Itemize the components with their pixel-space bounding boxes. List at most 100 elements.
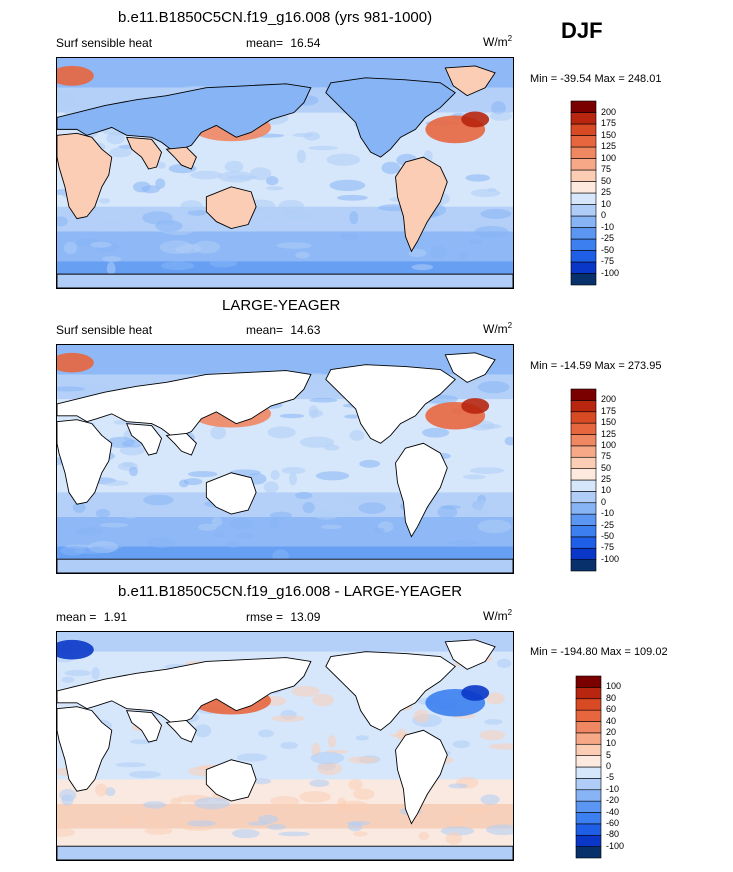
continent-outline <box>57 419 113 505</box>
field-band <box>57 632 513 652</box>
field-blob <box>100 480 129 486</box>
continent-outline <box>57 132 113 220</box>
field-blob <box>312 693 334 707</box>
continent-outline <box>395 729 448 825</box>
field-blob <box>143 801 166 809</box>
field-blob <box>128 466 138 477</box>
colorbar-tick-label: 75 <box>601 451 612 462</box>
field-blob <box>489 111 513 121</box>
field-blob <box>155 178 166 189</box>
field-blob <box>308 145 339 151</box>
panel1-units: W/m2 <box>483 34 513 49</box>
field-blob <box>119 445 145 456</box>
field-blob <box>157 161 166 169</box>
colorbar-tick-label: -25 <box>601 233 615 243</box>
colorbar-tick-label: 0 <box>601 210 607 220</box>
colorbar-tick-label: -50 <box>601 530 615 541</box>
field-blob <box>317 762 343 776</box>
field-blob <box>463 806 491 814</box>
field-hotspot <box>461 398 490 414</box>
colorbar-tick-label: 10 <box>606 738 617 749</box>
antarctic-field <box>57 273 513 288</box>
colorbar-tick-label: 0 <box>606 761 612 771</box>
field-blob <box>218 171 254 183</box>
field-blob <box>353 788 375 800</box>
field-blob <box>408 248 427 258</box>
continent-outline <box>125 423 163 456</box>
field-blob <box>95 508 111 518</box>
continent-outline <box>57 706 113 792</box>
field-blob <box>115 762 147 768</box>
field-blob <box>479 730 505 741</box>
field-blob <box>477 519 512 534</box>
field-blob <box>61 794 74 806</box>
field-blob <box>261 214 278 221</box>
panel2-mean-label: mean= <box>246 323 284 337</box>
field-blob <box>72 502 86 513</box>
field-band <box>57 345 513 375</box>
colorbar-box <box>570 468 597 481</box>
field-blob <box>340 233 359 241</box>
field-blob <box>373 527 385 534</box>
panel1-map <box>56 57 514 289</box>
field-blob <box>448 783 468 789</box>
field-blob <box>106 261 116 276</box>
field-blob <box>109 147 132 158</box>
colorbar-box <box>570 400 597 413</box>
colorbar-box <box>575 732 602 745</box>
field-blob <box>267 426 296 439</box>
field-blob <box>229 518 253 530</box>
colorbar-box <box>570 181 597 194</box>
field-blob <box>299 791 331 803</box>
panel1-minmax: Min = -39.54 Max = 248.01 <box>530 73 662 85</box>
field-blob <box>486 824 513 836</box>
field-blob <box>278 199 305 213</box>
field-blob <box>62 101 83 108</box>
field-blob <box>292 133 314 138</box>
colorbar-tick-label: 125 <box>601 141 617 151</box>
field-blob <box>61 676 75 683</box>
field-band <box>57 261 513 275</box>
colorbar-tick-label: 150 <box>601 417 617 428</box>
field-band <box>57 516 513 547</box>
colorbar-box <box>570 388 597 401</box>
field-hotspot <box>461 111 490 128</box>
colorbar-tick-label: 150 <box>601 129 617 140</box>
colorbar-tick-label: -100 <box>601 553 620 564</box>
colorbar-box <box>570 112 597 125</box>
field-blob <box>236 753 268 762</box>
field-blob <box>381 161 401 175</box>
field-blob <box>188 470 218 478</box>
field-blob <box>302 501 315 514</box>
field-blob <box>210 426 227 440</box>
colorbar-tick-label: -60 <box>606 817 620 828</box>
field-blob <box>353 831 368 837</box>
field-blob <box>170 797 182 806</box>
colorbar-tick-label: 100 <box>606 681 622 692</box>
field-blob <box>349 430 365 441</box>
continent-outline <box>205 759 257 802</box>
field-band <box>57 803 513 829</box>
field-blob <box>348 779 363 790</box>
colorbar-tick-label: 200 <box>601 394 617 405</box>
field-blob <box>299 436 335 448</box>
field-blob <box>309 397 338 403</box>
continent-outline <box>395 156 448 253</box>
colorbar-box <box>570 445 597 458</box>
colorbar-box <box>570 502 597 515</box>
colorbar-box <box>570 456 597 469</box>
field-blob <box>321 524 342 530</box>
antarctic-field <box>57 845 513 860</box>
panel3-mean-label: mean = <box>56 610 97 624</box>
continent-outline <box>165 432 197 456</box>
field-blob <box>313 509 339 520</box>
colorbar-box <box>570 123 597 136</box>
colorbar-tick-label: 100 <box>601 439 617 450</box>
field-blob <box>445 832 463 845</box>
colorbar-box <box>575 766 602 779</box>
field-blob <box>480 794 500 805</box>
field-blob <box>180 200 203 212</box>
colorbar-tick-label: 75 <box>601 164 612 174</box>
colorbar-box <box>570 238 597 251</box>
field-blob <box>146 817 160 824</box>
